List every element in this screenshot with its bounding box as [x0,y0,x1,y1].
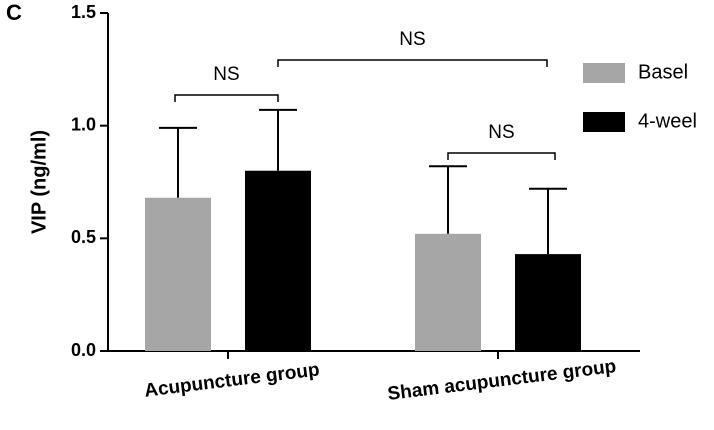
legend-swatch [583,63,625,83]
y-tick-label: 0.5 [71,227,96,247]
significance-label: NS [488,122,514,143]
significance-label: NS [213,64,239,85]
y-axis-label: VIP (ng/ml) [28,130,50,234]
bar [415,233,481,351]
significance-bracket [174,94,279,102]
panel-label: C [6,0,22,25]
x-tick-label: Sham acupuncture group [386,356,617,405]
bar [515,254,581,351]
y-tick-label: 1.0 [71,114,96,134]
significance-label: NS [399,29,425,50]
legend-label: Basel [638,61,688,83]
y-tick-label: 1.5 [71,2,96,22]
significance-bracket [447,152,556,160]
y-tick-label: 0.0 [71,340,96,360]
x-tick-label: Acupuncture group [143,359,321,401]
legend-label: 4-weel [638,110,697,132]
bar [245,170,311,351]
significance-bracket [277,59,548,67]
bar [145,197,211,351]
legend-swatch [583,112,625,132]
